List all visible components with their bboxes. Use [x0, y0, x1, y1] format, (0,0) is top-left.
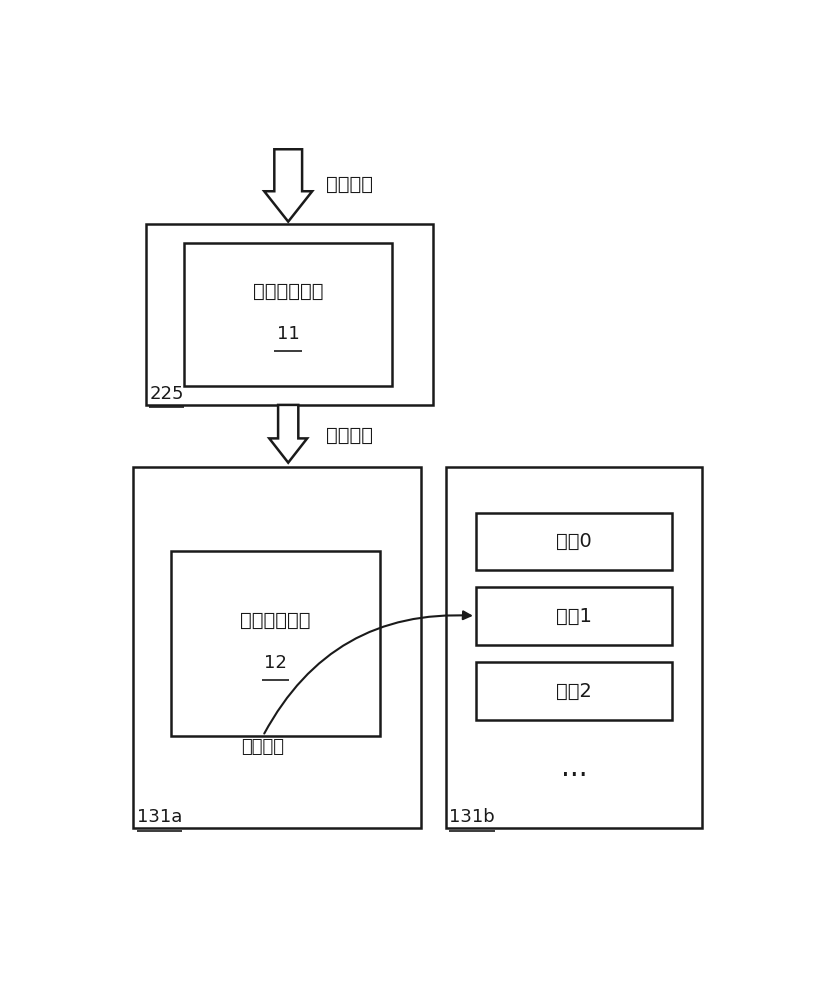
- Text: 物理地址: 物理地址: [241, 738, 284, 756]
- FancyBboxPatch shape: [146, 224, 434, 405]
- Text: 131a: 131a: [137, 808, 182, 826]
- FancyBboxPatch shape: [171, 551, 380, 736]
- FancyBboxPatch shape: [134, 467, 421, 828]
- FancyBboxPatch shape: [476, 513, 672, 570]
- FancyBboxPatch shape: [446, 467, 702, 828]
- Text: ···: ···: [561, 762, 588, 790]
- FancyArrowPatch shape: [264, 611, 471, 734]
- Text: 225: 225: [149, 385, 183, 403]
- FancyBboxPatch shape: [184, 243, 393, 386]
- Polygon shape: [264, 149, 312, 222]
- Text: 页面0: 页面0: [556, 532, 592, 551]
- Text: 第二级映射表: 第二级映射表: [240, 611, 311, 630]
- Text: 逻辑地址: 逻辑地址: [326, 175, 373, 194]
- Polygon shape: [269, 405, 307, 463]
- Text: 页面2: 页面2: [556, 681, 592, 700]
- FancyBboxPatch shape: [476, 662, 672, 720]
- Text: 131b: 131b: [449, 808, 495, 826]
- Text: 12: 12: [264, 654, 287, 672]
- Text: 页面1: 页面1: [556, 607, 592, 626]
- FancyBboxPatch shape: [476, 587, 672, 645]
- Text: 第一级映射表: 第一级映射表: [253, 282, 324, 301]
- Text: 11: 11: [277, 325, 300, 343]
- Text: 索引地址: 索引地址: [326, 426, 373, 445]
